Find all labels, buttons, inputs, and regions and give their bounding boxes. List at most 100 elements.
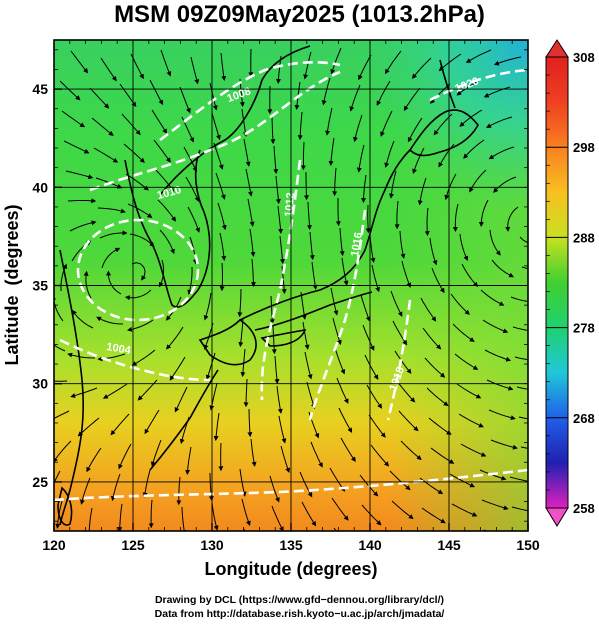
streamline — [356, 144, 365, 173]
streamline — [165, 326, 184, 350]
streamline — [489, 229, 501, 256]
streamline — [124, 289, 152, 301]
streamline — [394, 200, 400, 230]
x-tick-label: 120 — [42, 537, 66, 553]
streamline — [91, 117, 114, 136]
streamline — [160, 49, 172, 77]
y-tick-label: 40 — [32, 179, 48, 195]
streamline — [389, 170, 397, 199]
streamline — [431, 267, 445, 294]
streamline — [102, 383, 128, 399]
streamline — [118, 443, 132, 470]
streamline — [451, 503, 478, 517]
streamline — [456, 383, 482, 399]
wind-streamlines — [54, 47, 528, 531]
streamline — [63, 140, 90, 154]
streamline — [394, 350, 412, 374]
streamline — [478, 199, 489, 228]
streamline — [390, 290, 403, 317]
streamline — [213, 142, 224, 170]
streamline — [332, 317, 342, 346]
streamline — [215, 172, 226, 200]
streamline — [368, 414, 386, 438]
streamline — [142, 469, 151, 498]
streamline — [70, 50, 89, 74]
streamline — [101, 247, 121, 269]
streamline — [426, 387, 449, 407]
x-tick-label: 140 — [358, 537, 382, 553]
streamline — [394, 530, 395, 531]
streamline — [509, 476, 528, 482]
streamline — [158, 259, 165, 288]
streamline — [335, 198, 341, 227]
streamline — [419, 477, 444, 495]
streamline — [275, 175, 281, 205]
streamline — [456, 79, 481, 96]
streamline — [303, 51, 312, 80]
coastline-china — [59, 249, 85, 526]
streamline — [398, 410, 419, 432]
isobar-1016 — [308, 209, 367, 421]
streamline — [449, 473, 476, 488]
streamline — [208, 472, 214, 502]
streamline — [250, 438, 257, 467]
streamline — [181, 506, 187, 531]
streamline — [400, 440, 422, 461]
streamline — [277, 205, 284, 235]
coastline-sakhalin — [439, 59, 456, 109]
streamline — [488, 146, 515, 160]
coastline-hokkaido — [408, 109, 479, 157]
streamline — [458, 413, 484, 428]
streamline — [511, 506, 528, 512]
isobar-1012 — [260, 159, 302, 401]
colorbar-strip — [545, 56, 569, 509]
streamline — [304, 351, 313, 380]
streamline — [331, 497, 349, 521]
streamline — [325, 107, 333, 136]
streamline — [360, 294, 371, 322]
streamline — [389, 470, 411, 491]
streamline — [271, 505, 284, 531]
streamline — [424, 207, 430, 237]
streamline — [401, 260, 412, 288]
streamline — [450, 293, 470, 315]
streamline — [417, 177, 427, 206]
streamline — [488, 409, 516, 421]
streamline — [247, 408, 253, 438]
isobar-label: 1012 — [283, 192, 297, 217]
streamline — [149, 79, 164, 106]
streamline — [429, 83, 451, 104]
y-tick-label: 45 — [32, 81, 48, 97]
streamline — [370, 444, 390, 467]
streamline — [520, 446, 528, 449]
streamline — [187, 206, 201, 233]
streamline — [131, 262, 146, 281]
streamline — [211, 502, 219, 531]
streamline — [127, 203, 153, 219]
streamline — [129, 233, 155, 247]
streamline — [54, 380, 68, 382]
streamline — [279, 235, 285, 265]
streamline — [444, 173, 457, 201]
coastline-shikoku — [260, 328, 307, 347]
streamline — [243, 528, 246, 531]
streamline — [484, 349, 512, 362]
streamline — [480, 289, 505, 306]
streamline — [209, 82, 218, 111]
streamline — [340, 437, 356, 463]
streamline — [89, 87, 110, 109]
streamline — [463, 139, 485, 159]
streamline — [54, 440, 72, 463]
streamline — [153, 529, 155, 531]
streamline — [421, 507, 446, 524]
streamline — [461, 263, 479, 288]
streamline — [59, 80, 81, 101]
streamline — [361, 504, 382, 526]
streamline — [422, 327, 442, 350]
streamline — [203, 292, 212, 321]
streamline — [459, 233, 469, 262]
streamline — [412, 147, 425, 174]
x-axis-label: Longitude (degrees) — [204, 559, 377, 579]
